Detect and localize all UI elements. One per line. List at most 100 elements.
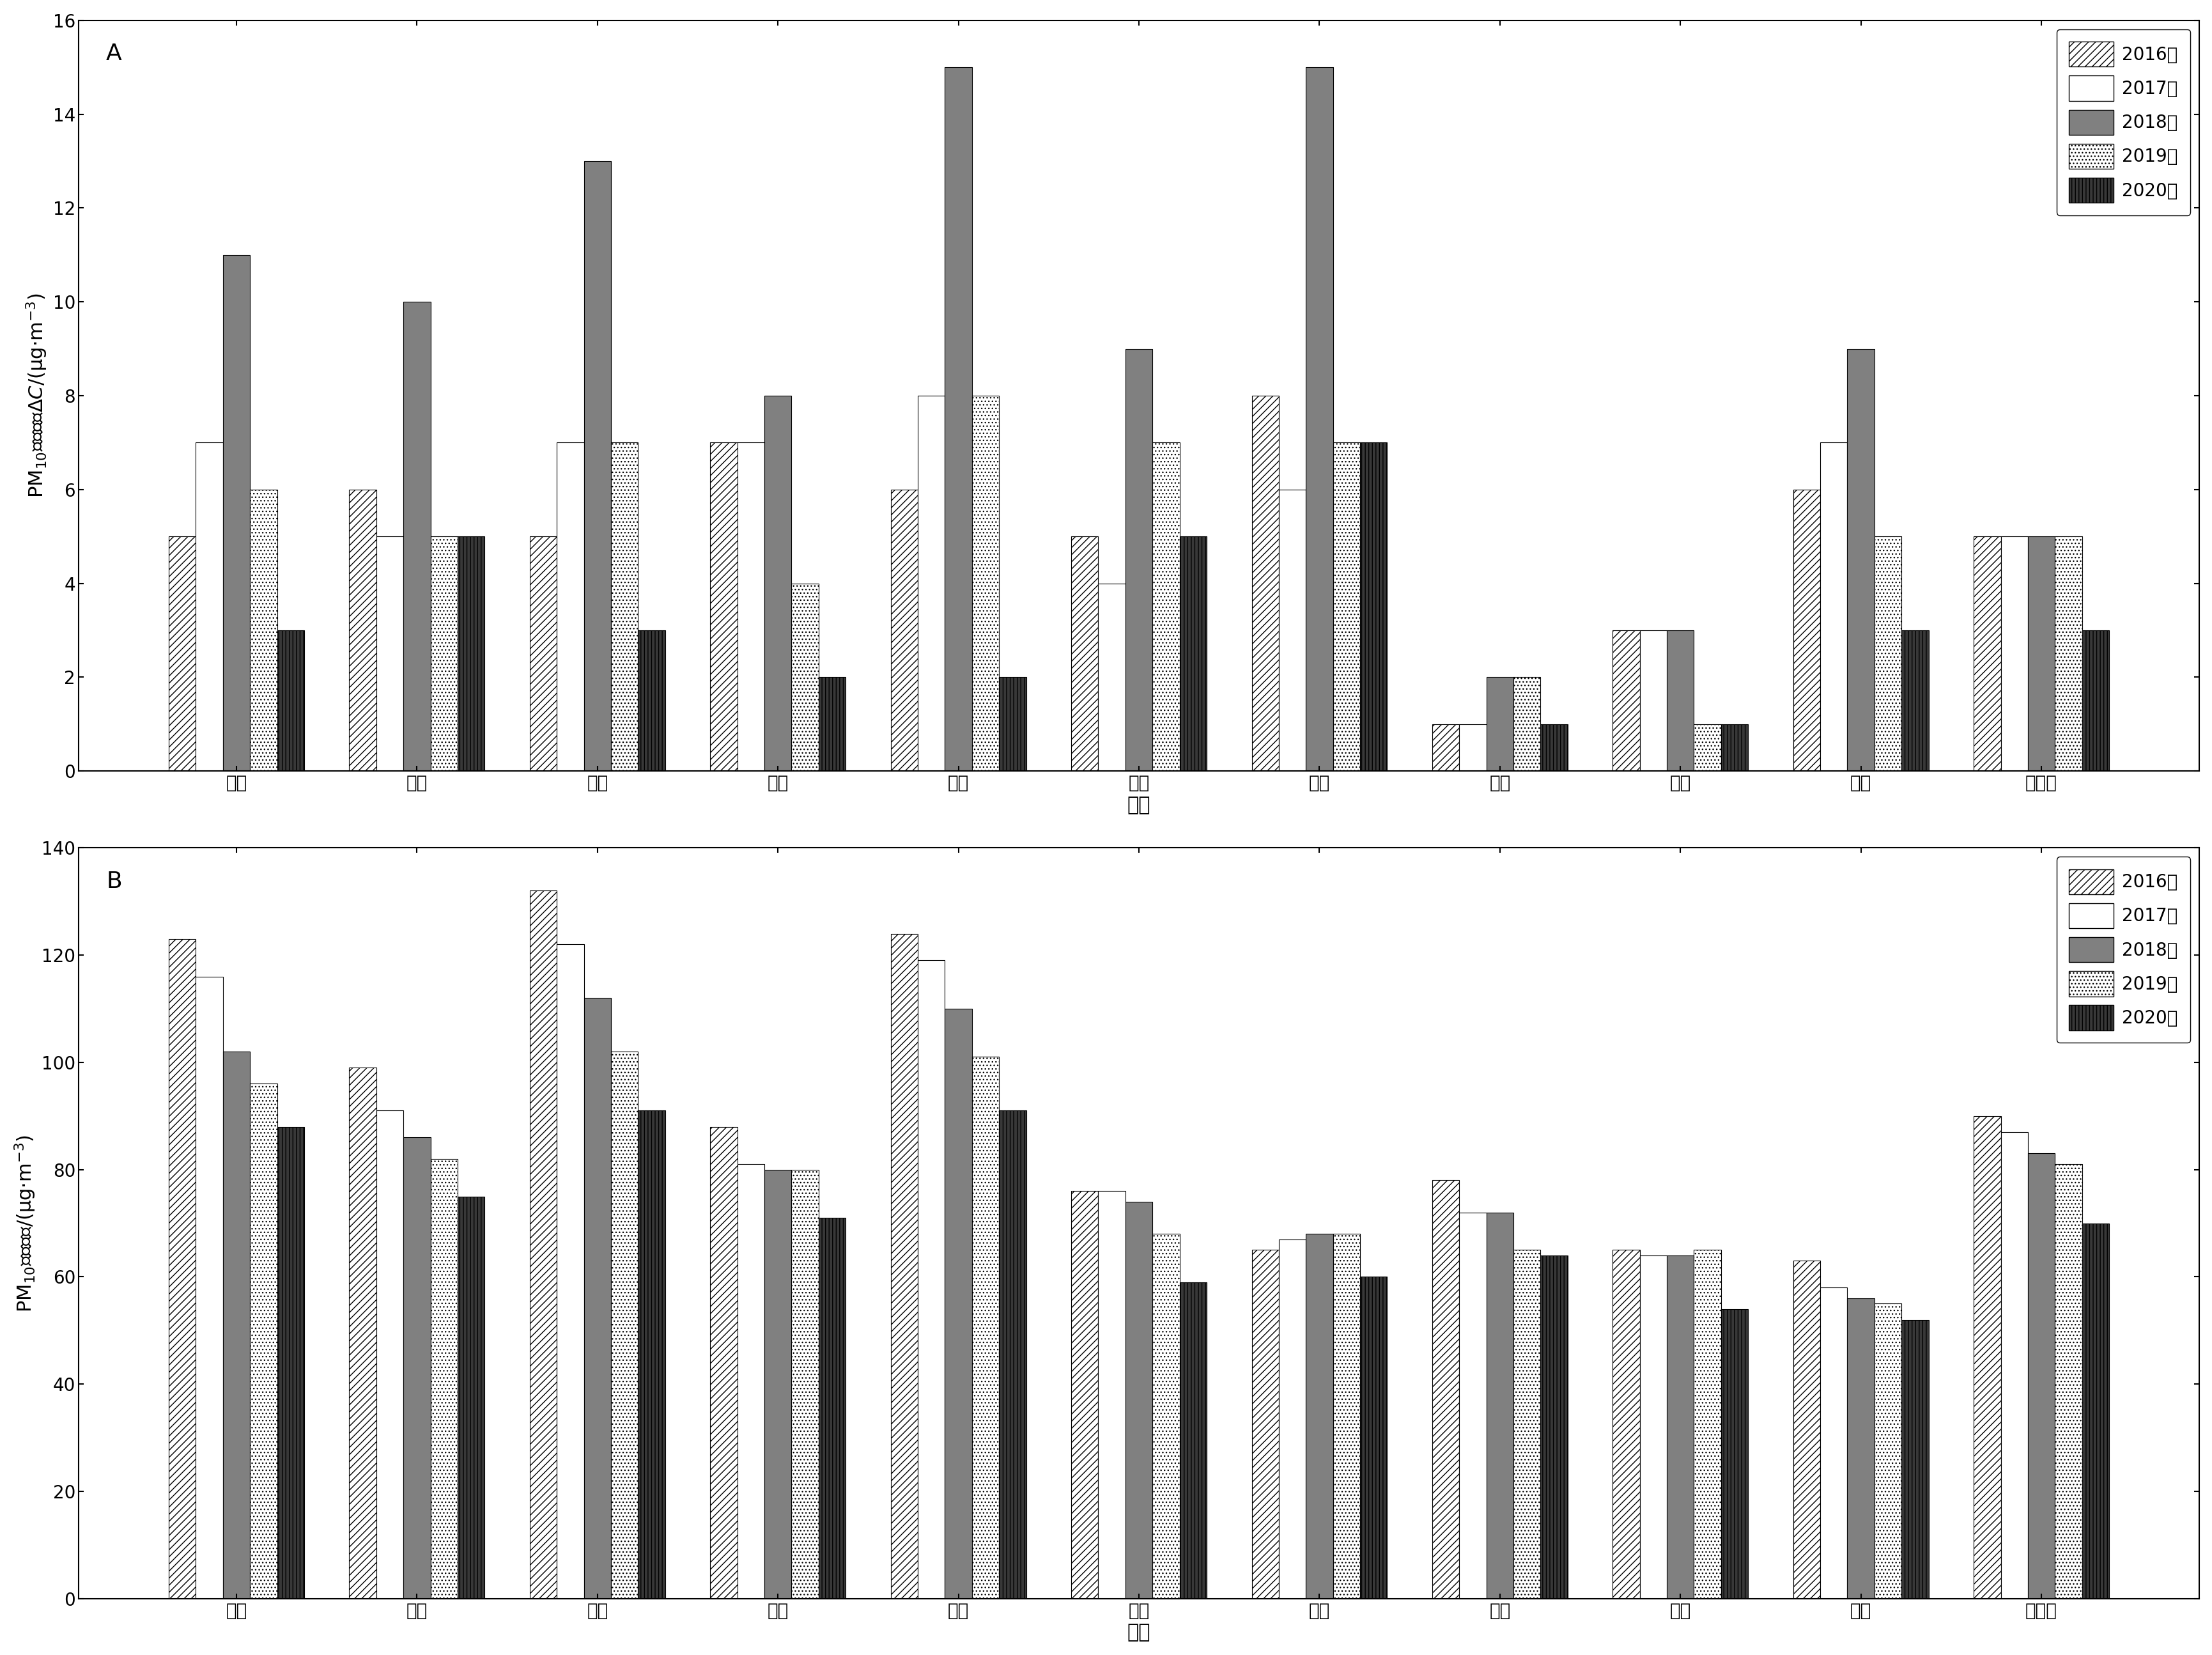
Bar (584, 161, 611, 771)
Bar (945, 1008, 971, 1599)
Bar (1540, 725, 1566, 771)
Bar (1721, 1309, 1747, 1599)
Bar (1900, 1319, 1929, 1599)
X-axis label: 城市: 城市 (1126, 1624, 1150, 1642)
Bar (971, 1058, 1000, 1599)
Bar (1431, 1180, 1460, 1599)
Bar (710, 442, 737, 771)
Bar (2055, 1163, 2081, 1599)
Bar (376, 536, 403, 771)
Bar (1613, 631, 1639, 771)
Bar (349, 1067, 376, 1599)
Bar (1486, 677, 1513, 771)
Bar (1460, 725, 1486, 771)
Bar (611, 442, 637, 771)
Bar (1513, 1250, 1540, 1599)
Bar (1900, 631, 1929, 771)
Bar (2000, 1132, 2026, 1599)
Bar (971, 396, 1000, 771)
Bar (1332, 442, 1360, 771)
Bar (710, 1127, 737, 1599)
Bar (1071, 536, 1097, 771)
Bar (403, 301, 431, 771)
Bar (1305, 68, 1332, 771)
Bar (431, 536, 458, 771)
Bar (557, 442, 584, 771)
Bar (792, 1170, 818, 1599)
Bar (1540, 1256, 1566, 1599)
Bar (1097, 1192, 1126, 1599)
Bar (1973, 1115, 2000, 1599)
Bar (1152, 1235, 1179, 1599)
Bar (1639, 631, 1666, 771)
Bar (1252, 396, 1279, 771)
Legend: 2016年, 2017年, 2018年, 2019年, 2020年: 2016年, 2017年, 2018年, 2019年, 2020年 (2055, 30, 2190, 215)
Bar (1874, 1304, 1900, 1599)
Bar (763, 1170, 792, 1599)
Y-axis label: PM$_{10}$年均浓度/(μg·m$^{-3}$): PM$_{10}$年均浓度/(μg·m$^{-3}$) (13, 1134, 38, 1312)
Bar (1847, 349, 1874, 771)
Bar (763, 396, 792, 771)
Bar (918, 960, 945, 1599)
Bar (1360, 1278, 1387, 1599)
Bar (529, 890, 557, 1599)
Bar (376, 1111, 403, 1599)
Bar (197, 976, 223, 1599)
Bar (223, 1051, 250, 1599)
Bar (1820, 1288, 1847, 1599)
Bar (1694, 1250, 1721, 1599)
Bar (1279, 1240, 1305, 1599)
Bar (197, 442, 223, 771)
Bar (1000, 1111, 1026, 1599)
Bar (276, 1127, 303, 1599)
Bar (1126, 1202, 1152, 1599)
Bar (1874, 536, 1900, 771)
Bar (2026, 536, 2055, 771)
Bar (891, 490, 918, 771)
Bar (891, 933, 918, 1599)
Bar (250, 1084, 276, 1599)
Bar (168, 938, 197, 1599)
Bar (1694, 725, 1721, 771)
Bar (818, 677, 845, 771)
Bar (223, 255, 250, 771)
Bar (403, 1137, 431, 1599)
Bar (737, 1163, 763, 1599)
Bar (1071, 1192, 1097, 1599)
Bar (1179, 536, 1206, 771)
Bar (1513, 677, 1540, 771)
Bar (1792, 490, 1820, 771)
Bar (458, 1197, 484, 1599)
Bar (1179, 1283, 1206, 1599)
Bar (637, 1111, 666, 1599)
Bar (918, 396, 945, 771)
Text: A: A (106, 43, 122, 65)
Bar (818, 1218, 845, 1599)
Bar (276, 631, 303, 771)
Bar (431, 1158, 458, 1599)
Bar (1486, 1213, 1513, 1599)
Bar (1820, 442, 1847, 771)
Bar (1252, 1250, 1279, 1599)
Bar (1666, 1256, 1694, 1599)
Bar (1639, 1256, 1666, 1599)
Bar (2055, 536, 2081, 771)
X-axis label: 城市: 城市 (1126, 796, 1150, 814)
Bar (557, 945, 584, 1599)
Bar (529, 536, 557, 771)
Bar (1721, 725, 1747, 771)
Bar (250, 490, 276, 771)
Bar (458, 536, 484, 771)
Bar (1305, 1235, 1332, 1599)
Bar (1431, 725, 1460, 771)
Bar (2026, 1154, 2055, 1599)
Bar (1847, 1298, 1874, 1599)
Bar (1613, 1250, 1639, 1599)
Bar (1332, 1235, 1360, 1599)
Bar (1792, 1261, 1820, 1599)
Text: B: B (106, 871, 122, 892)
Bar (1360, 442, 1387, 771)
Bar (611, 1051, 637, 1599)
Bar (945, 68, 971, 771)
Bar (1666, 631, 1694, 771)
